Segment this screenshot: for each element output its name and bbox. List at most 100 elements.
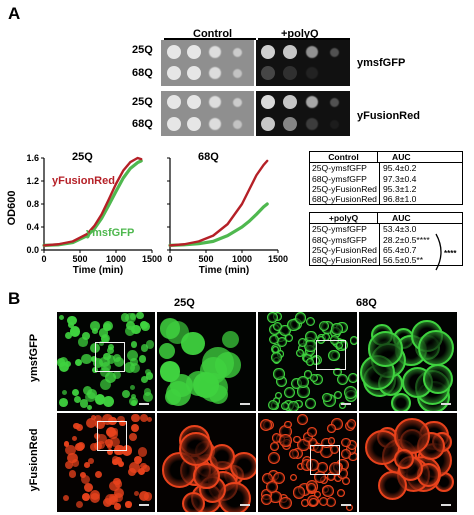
cell <box>278 496 292 510</box>
cell <box>108 344 114 350</box>
cell <box>318 496 328 507</box>
cell <box>130 424 139 432</box>
cell <box>293 435 301 444</box>
cell <box>134 491 140 497</box>
cell <box>58 357 68 367</box>
cell <box>76 500 84 508</box>
cell <box>367 331 404 367</box>
cell <box>144 492 153 501</box>
cell <box>322 392 333 403</box>
table-header: AUC <box>392 213 411 223</box>
cell <box>72 436 78 442</box>
cell <box>126 349 138 361</box>
micro-row-label: ymsfGFP <box>28 333 40 383</box>
cell <box>64 331 72 340</box>
scale-bar <box>341 403 351 405</box>
cell <box>102 322 111 331</box>
cell <box>306 458 319 472</box>
cell <box>278 434 292 448</box>
micro-col-header: 25Q <box>174 297 195 309</box>
cell <box>145 340 155 350</box>
cell <box>112 455 120 463</box>
colony-spot <box>261 95 275 109</box>
cell <box>130 341 138 348</box>
zoom-region-box <box>316 340 346 370</box>
table-cell: 68Q-ymsfGFP <box>310 234 380 245</box>
cell <box>107 346 115 354</box>
cell <box>327 437 336 445</box>
cell <box>113 356 124 367</box>
cell <box>394 418 430 454</box>
zoom-region-box <box>97 421 127 451</box>
colony-spot <box>329 97 339 107</box>
spot-group-label: ymsfGFP <box>357 57 406 69</box>
cell <box>112 370 122 379</box>
x-tick-label: 0 <box>41 254 46 264</box>
cell <box>133 456 142 465</box>
micrograph-gfp-68q-zoom <box>359 312 457 411</box>
spot-row-label: 68Q <box>132 67 153 79</box>
cell <box>98 341 104 347</box>
cell <box>100 335 109 344</box>
cell <box>296 376 309 389</box>
spot-row-label: 68Q <box>132 118 153 130</box>
cell <box>87 458 94 464</box>
cell <box>336 374 348 386</box>
cell <box>109 480 120 492</box>
cell <box>129 362 140 373</box>
cell <box>283 386 295 399</box>
spot-header-underline-control <box>164 38 256 40</box>
cell <box>288 401 299 411</box>
colony-spot <box>167 66 181 80</box>
cell <box>348 373 357 383</box>
colony-spot <box>306 67 318 79</box>
x-tick-label: 1500 <box>142 254 162 264</box>
cell <box>182 492 206 512</box>
spot-header-underline-polyq <box>258 38 350 40</box>
cell <box>305 316 316 326</box>
colony-spot <box>209 118 221 130</box>
colony-spot <box>283 95 297 109</box>
cell <box>95 433 107 445</box>
cell <box>129 433 137 442</box>
x-axis-label: Time (min) <box>73 265 123 276</box>
cell <box>312 442 324 454</box>
cell <box>64 360 71 367</box>
table-cell: 25Q-yFusionRed <box>310 244 380 256</box>
spot-colonies <box>0 0 474 140</box>
cell <box>307 483 316 492</box>
cell <box>71 459 80 467</box>
cell <box>199 373 229 403</box>
spot-header-polyq: +polyQ <box>281 28 319 40</box>
colony-spot <box>167 45 181 59</box>
cell <box>103 352 111 361</box>
colony-spot <box>232 47 242 57</box>
cell <box>327 424 336 433</box>
cell <box>90 321 100 331</box>
y-tick-label: 1.6 <box>26 153 39 163</box>
colony-spot <box>209 67 221 79</box>
cell <box>142 391 153 402</box>
colony-spot <box>187 45 201 59</box>
cell <box>136 312 144 320</box>
cell <box>74 358 83 367</box>
cell <box>159 343 176 360</box>
auc-table-polyq: +polyQ AUC 25Q-ymsfGFP 53.4±3.0 68Q-ymsfGF… <box>309 212 463 267</box>
cell <box>193 462 220 490</box>
cell <box>92 328 98 334</box>
micrograph-gfp-25q-wide <box>57 312 155 411</box>
cell <box>292 486 306 500</box>
cell <box>128 462 140 473</box>
table-cell: 25Q-ymsfGFP <box>310 163 380 174</box>
series-label-red: yFusionRed <box>52 175 115 187</box>
cell <box>82 331 91 340</box>
cell <box>84 462 91 468</box>
y-tick-label: 1.2 <box>26 176 39 186</box>
cell <box>142 464 150 473</box>
table-cell: 95.3±1.2 <box>383 183 417 194</box>
cell <box>61 389 68 395</box>
colony-spot <box>329 119 339 129</box>
cell <box>129 385 135 391</box>
cell <box>114 493 123 502</box>
cell <box>105 439 113 447</box>
